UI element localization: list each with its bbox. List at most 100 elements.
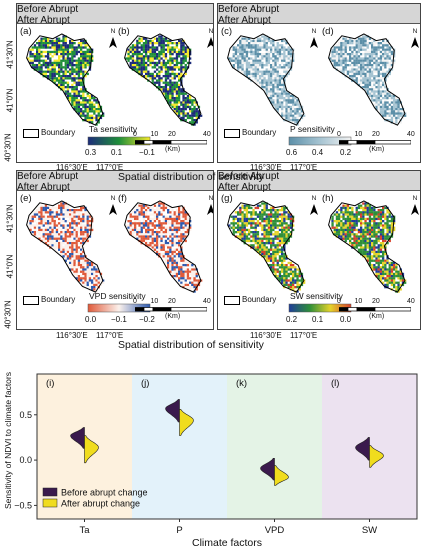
map-header: Before Abrupt After Abrupt bbox=[17, 4, 213, 26]
header-after-label: After Abrupt bbox=[218, 15, 271, 26]
scale-tick: 40 bbox=[407, 298, 415, 305]
scale-tick: 20 bbox=[168, 131, 176, 138]
map-panel-p: Before Abrupt After Abrupt (c) (d) N N Boundar… bbox=[217, 3, 421, 163]
scale-bar bbox=[135, 140, 207, 145]
colorbar-tick: −0.1 bbox=[111, 315, 127, 324]
legend-swatch bbox=[42, 487, 58, 497]
colorbar-tick: 0.0 bbox=[340, 315, 352, 324]
panel-label: (k) bbox=[236, 378, 247, 389]
map-header: Before Abrupt After Abrupt bbox=[17, 171, 213, 193]
lat-label-bot-2: 40°30'N bbox=[3, 300, 13, 329]
panel-label: (j) bbox=[141, 378, 149, 389]
scale-tick: 10 bbox=[150, 131, 159, 138]
sensitivity-raster bbox=[331, 202, 407, 293]
header-before-label: Before Abrupt bbox=[218, 4, 280, 15]
lon-label-2c: 116°30'E bbox=[250, 331, 282, 340]
y-axis-label: Sensitivity of NDVI to climate factors bbox=[3, 372, 13, 509]
panel-label-after: (d) bbox=[322, 26, 334, 37]
lat-label-top-1: 41°30'N bbox=[5, 40, 15, 69]
boundary-legend-swatch bbox=[224, 296, 240, 305]
north-label: N bbox=[311, 28, 317, 35]
lon-label-2b: 117°0'E bbox=[96, 331, 124, 340]
sensitivity-raster bbox=[228, 202, 306, 293]
boundary-legend-swatch bbox=[23, 129, 39, 138]
boundary-legend-label: Boundary bbox=[41, 128, 76, 137]
watershed-boundary bbox=[227, 33, 305, 126]
panel-background bbox=[227, 374, 322, 519]
violin-after bbox=[84, 435, 99, 464]
scale-unit: (Km) bbox=[369, 146, 385, 153]
violin-before bbox=[260, 457, 275, 481]
north-label: N bbox=[110, 28, 116, 35]
legend-label: After abrupt change bbox=[61, 499, 140, 509]
boundary-legend-label: Boundary bbox=[242, 128, 277, 137]
watershed-boundary bbox=[124, 33, 202, 126]
x-tick-label: SW bbox=[362, 525, 377, 536]
watershed-boundary bbox=[227, 200, 305, 293]
map-panel-sw: Before Abrupt After Abrupt (g) (h) N N Boundar… bbox=[217, 170, 421, 330]
header-after-label: After Abrupt bbox=[17, 15, 70, 26]
lon-label-1b: 117°0'E bbox=[96, 163, 124, 172]
colorbar-tick: −0.2 bbox=[139, 315, 155, 324]
north-label: N bbox=[311, 195, 317, 202]
lat-label-top-2: 41°30'N bbox=[5, 204, 15, 233]
colorbar-tick: 0.1 bbox=[111, 148, 123, 157]
scale-bar bbox=[339, 140, 411, 145]
map-canvas bbox=[227, 200, 419, 293]
scale-tick: 10 bbox=[354, 131, 363, 138]
scale-tick: 0 bbox=[133, 298, 137, 305]
lon-label-1d: 117°0'E bbox=[290, 163, 318, 172]
map-canvas bbox=[26, 33, 213, 126]
north-arrow-icon bbox=[207, 204, 213, 215]
panel-label-after: (b) bbox=[118, 26, 130, 37]
header-before-label: Before Abrupt bbox=[17, 4, 79, 15]
panel-label-before: (a) bbox=[20, 26, 32, 37]
north-label: N bbox=[208, 195, 214, 202]
north-arrow-icon bbox=[207, 37, 213, 48]
panel-label-after: (f) bbox=[118, 193, 127, 204]
colorbar-title: Ta sensitivity bbox=[89, 124, 138, 134]
colorbar-title: VPD sensitivity bbox=[89, 291, 146, 301]
scale-tick: 0 bbox=[337, 131, 341, 138]
violin-chart: 0.5 0.0 −0.5 Sensitivity of NDVI to climate… bbox=[0, 362, 424, 550]
violin-before bbox=[165, 399, 180, 423]
scale-tick: 10 bbox=[354, 298, 363, 305]
lon-label-1a: 116°30'E bbox=[56, 163, 88, 172]
map-canvas bbox=[26, 200, 213, 293]
section-title-1: Spatial distribution of sensitivity bbox=[118, 171, 264, 183]
colorbar-title: SW sensitivity bbox=[290, 291, 343, 301]
plot-frame bbox=[36, 373, 418, 520]
lon-label-1c: 116°30'E bbox=[250, 163, 282, 172]
header-before-label: Before Abrupt bbox=[218, 171, 280, 182]
north-arrow-icon bbox=[411, 37, 419, 48]
map-canvas bbox=[227, 33, 419, 126]
scale-tick: 40 bbox=[203, 298, 211, 305]
sensitivity-raster bbox=[228, 35, 306, 126]
colorbar-tick: 0.2 bbox=[286, 315, 298, 324]
lat-label-mid-1: 41°0'N bbox=[5, 88, 15, 113]
panel-label-before: (c) bbox=[221, 26, 233, 37]
violin-before bbox=[355, 437, 370, 461]
watershed-boundary bbox=[328, 200, 406, 293]
map-header: Before Abrupt After Abrupt bbox=[218, 4, 420, 26]
violin-after bbox=[274, 465, 289, 486]
y-tick-label: 0.0 bbox=[19, 455, 32, 465]
watershed-boundary bbox=[124, 200, 202, 293]
colorbar-tick: −0.1 bbox=[139, 148, 155, 157]
watershed-boundary bbox=[328, 33, 406, 126]
north-arrow-icon bbox=[310, 204, 318, 215]
map-panel-vpd: Before Abrupt After Abrupt (e) (f) N N Boundar… bbox=[16, 170, 214, 330]
watershed-boundary bbox=[26, 33, 104, 126]
panel-label-before: (g) bbox=[221, 193, 233, 204]
header-before-label: Before Abrupt bbox=[17, 171, 79, 182]
violin-after bbox=[179, 408, 194, 436]
scale-tick: 40 bbox=[203, 131, 211, 138]
lat-label-mid-2: 41°0'N bbox=[5, 254, 15, 279]
sensitivity-raster bbox=[27, 202, 105, 293]
legend-label: Before abrupt change bbox=[61, 488, 148, 498]
sensitivity-raster bbox=[329, 35, 407, 126]
boundary-legend-label: Boundary bbox=[242, 295, 277, 304]
colorbar-tick: 0.0 bbox=[85, 315, 97, 324]
scale-tick: 40 bbox=[407, 131, 415, 138]
x-tick-label: Ta bbox=[79, 525, 90, 536]
